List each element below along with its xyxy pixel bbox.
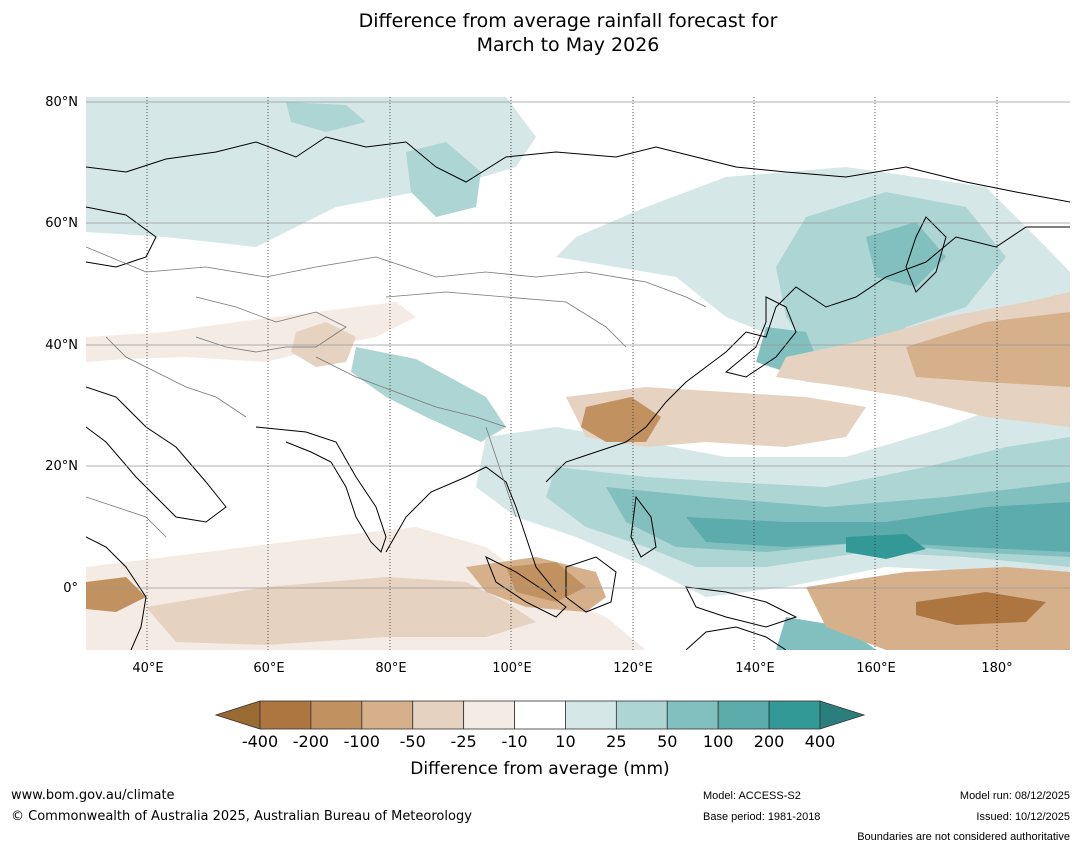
base-period: Base period: 1981-2018	[703, 811, 821, 823]
border-central-asia	[195, 296, 347, 353]
lon-label-100e: 100°E	[492, 661, 532, 676]
website-link[interactable]: www.bom.gov.au/climate	[11, 788, 175, 803]
lon-label-120e: 120°E	[613, 661, 653, 676]
wet-region-pacific-peak	[846, 534, 926, 559]
boundary-disclaimer: Boundaries are not considered authoritat…	[857, 831, 1070, 843]
dry-region-central-asia	[86, 302, 416, 362]
dry-region-equatorial-indian	[146, 577, 536, 645]
model-name: Model: ACCESS-S2	[703, 790, 801, 802]
lat-label-equator: 0°	[63, 581, 78, 596]
border-russia-south	[86, 246, 707, 308]
legend-color-box	[615, 700, 668, 730]
legend-tick-label: -100	[343, 732, 380, 751]
lat-label-60n: 60°N	[45, 216, 78, 231]
lon-label-80e: 80°E	[375, 661, 407, 676]
legend-colorbar-cells	[214, 700, 866, 730]
coastline-scandinavia	[86, 206, 157, 268]
border-china-mongolia	[385, 291, 627, 348]
wet-region-southeast	[776, 617, 876, 650]
legend-tick-label: 25	[606, 732, 627, 751]
coastline-japan	[724, 296, 797, 378]
border-middle-east	[105, 336, 247, 418]
legend-tick-label: 100	[702, 732, 734, 751]
title-line-2: March to May 2026	[476, 34, 660, 56]
coastline-arctic	[86, 136, 1070, 203]
legend-color-box	[666, 700, 719, 730]
lon-label-60e: 60°E	[253, 661, 285, 676]
lat-label-20n: 20°N	[45, 459, 78, 474]
lon-label-40e: 40°E	[132, 661, 164, 676]
lon-label-180: 180°	[981, 661, 1013, 676]
drier-regions	[86, 292, 1070, 650]
legend-tick-label: -25	[450, 732, 477, 751]
title-line-1: Difference from average rainfall forecas…	[358, 10, 778, 32]
legend-extend-low	[214, 700, 261, 730]
legend-tick-label: 10	[555, 732, 576, 751]
dry-region-arabia	[86, 577, 146, 612]
dry-region-tian-shan	[291, 322, 356, 367]
coastline-africa-east	[86, 536, 147, 650]
coastline-philippines	[630, 495, 657, 558]
lat-label-40n: 40°N	[45, 338, 78, 353]
wet-region-okhotsk-core	[866, 222, 946, 287]
legend-color-box	[310, 700, 363, 730]
legend-color-box	[514, 700, 566, 730]
border-himalaya	[315, 356, 507, 428]
coastlines	[86, 136, 1070, 650]
map-title: Difference from average rainfall forecas…	[0, 9, 1081, 57]
legend-color-box	[768, 700, 821, 730]
legend-color-box	[412, 700, 465, 730]
wet-region-arctic	[86, 97, 536, 247]
coastline-kamchatka	[905, 216, 947, 293]
legend-tick-label: 200	[753, 732, 785, 751]
legend-color-box	[361, 700, 414, 730]
coastline-arabia	[86, 386, 227, 523]
legend-tick-label: 400	[804, 732, 836, 751]
legend-tick-label: -10	[501, 732, 528, 751]
legend-color-box	[463, 700, 515, 730]
legend-tick-label: -400	[241, 732, 279, 751]
coastline-bay-of-bengal	[385, 466, 557, 593]
legend-tick-label: -200	[292, 732, 330, 751]
lon-label-140e: 140°E	[735, 661, 775, 676]
wet-region-arctic-core	[406, 142, 481, 217]
dry-region-south-pacific-core	[916, 592, 1046, 625]
legend-color-box	[259, 700, 312, 730]
model-run-date: Model run: 08/12/2025	[959, 790, 1070, 802]
lat-label-80n: 80°N	[45, 95, 78, 110]
map-canvas	[86, 97, 1070, 650]
legend-colorbar	[214, 700, 866, 730]
issued-date: Issued: 10/12/2025	[976, 811, 1070, 823]
coastline-australia-north	[685, 626, 787, 650]
coastline-sumatra	[485, 555, 567, 618]
meridians	[146, 97, 998, 650]
border-africa	[86, 496, 167, 538]
legend-tick-label: 50	[657, 732, 678, 751]
legend-extend-high	[819, 700, 866, 730]
country-borders	[86, 246, 707, 538]
rainfall-map	[86, 97, 1070, 650]
coastline-indian-subcontinent	[255, 426, 387, 553]
legend-title: Difference from average (mm)	[410, 759, 670, 779]
legend-color-box	[565, 700, 617, 730]
wet-region-arctic-north	[286, 102, 366, 132]
graticule	[86, 101, 1070, 589]
wet-region-pacific-core	[686, 502, 1070, 552]
legend-tick-label: -50	[399, 732, 426, 751]
dry-region-north-pacific-core	[906, 312, 1070, 387]
lon-label-160e: 160°E	[856, 661, 896, 676]
coastline-borneo	[565, 556, 617, 613]
copyright-text: © Commonwealth of Australia 2025, Austra…	[11, 809, 472, 824]
legend-color-box	[717, 700, 770, 730]
coastline-new-guinea	[685, 586, 798, 628]
